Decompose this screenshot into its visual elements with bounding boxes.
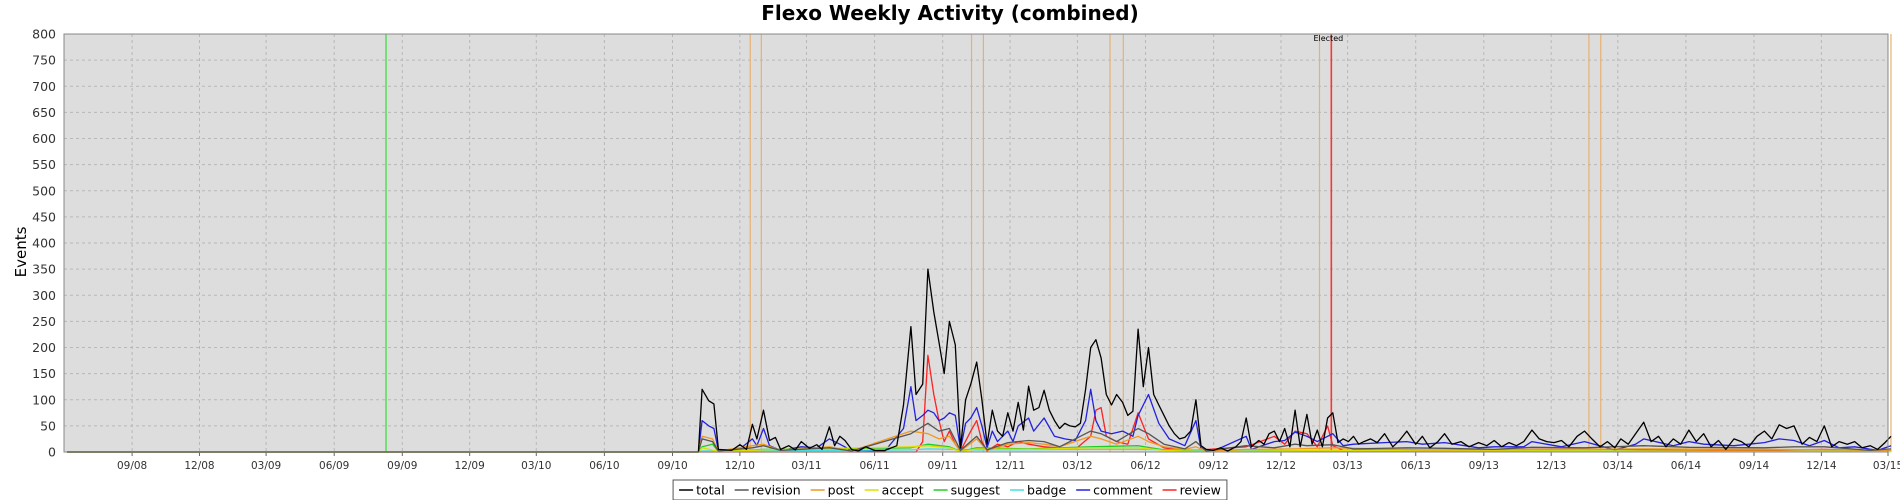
legend-item-comment: comment (1093, 483, 1152, 498)
x-tick-label: 03/12 (1062, 460, 1092, 472)
x-tick-label: 06/12 (1130, 460, 1160, 472)
legend-item-post: post (828, 483, 855, 498)
y-tick-label: 100 (32, 392, 56, 407)
x-tick-label: 12/11 (995, 460, 1025, 472)
x-tick-label: 03/10 (521, 460, 551, 472)
series-line-post (67, 430, 1892, 453)
y-tick-label: 750 (32, 53, 56, 68)
y-tick-label: 400 (32, 236, 56, 251)
plot-border (63, 33, 1889, 453)
legend-item-suggest: suggest (951, 483, 1001, 498)
x-tick-label: 06/11 (859, 460, 889, 472)
x-tick-label: 06/13 (1401, 460, 1431, 472)
y-tick-label: 0 (48, 445, 56, 460)
y-tick-label: 450 (32, 209, 56, 224)
legend-item-badge: badge (1027, 483, 1066, 498)
x-tick-label: 12/14 (1806, 460, 1837, 472)
x-tick-label: 06/14 (1671, 460, 1702, 472)
y-tick-label: 250 (32, 314, 56, 329)
y-tick-label: 200 (32, 340, 56, 355)
legend: total revision post accept suggest badge comme… (679, 483, 1221, 498)
y-axis-label: Events (12, 226, 30, 277)
x-tick-label: 09/14 (1739, 460, 1770, 472)
x-tick-label: 12/12 (1266, 460, 1296, 472)
x-tick-label: 09/11 (928, 460, 958, 472)
x-tick-label: 03/14 (1603, 460, 1634, 472)
series-line-total (67, 268, 1892, 453)
x-tick-label: 06/09 (319, 460, 349, 472)
y-tick-label: 500 (32, 183, 56, 198)
y-tick-label: 150 (32, 366, 56, 381)
x-tick-label: 06/10 (589, 460, 619, 472)
x-tick-label: 03/13 (1332, 460, 1362, 472)
x-tick-label: 09/10 (657, 460, 687, 472)
x-tick-label: 09/08 (117, 460, 147, 472)
y-tick-label: 600 (32, 131, 56, 146)
series-line-comment (67, 386, 1892, 453)
legend-item-revision: revision (752, 483, 801, 498)
x-tick-label: 09/13 (1469, 460, 1499, 472)
y-tick-label: 350 (32, 262, 56, 277)
marker-annotation: Elected (1313, 34, 1343, 43)
y-tick-label: 650 (32, 105, 56, 120)
x-tick-label: 03/15 (1873, 460, 1900, 472)
x-tick-label: 12/13 (1536, 460, 1566, 472)
y-tick-label: 700 (32, 79, 56, 94)
legend-item-accept: accept (882, 483, 924, 498)
legend-item-review: review (1180, 483, 1221, 498)
y-tick-label: 800 (32, 27, 56, 42)
legend-box (672, 479, 1228, 500)
x-tick-label: 12/10 (725, 460, 755, 472)
x-tick-label: 09/09 (387, 460, 417, 472)
legend-item-total: total (696, 483, 725, 498)
x-tick-label: 03/11 (791, 460, 821, 472)
y-tick-label: 300 (32, 288, 56, 303)
x-tick-label: 03/09 (251, 460, 281, 472)
chart-title: Flexo Weekly Activity (combined) (761, 1, 1139, 25)
x-tick-label: 12/08 (184, 460, 214, 472)
x-tick-label: 12/09 (455, 460, 485, 472)
x-tick-label: 09/12 (1198, 460, 1228, 472)
y-tick-label: 50 (40, 418, 56, 433)
y-tick-label: 550 (32, 157, 56, 172)
